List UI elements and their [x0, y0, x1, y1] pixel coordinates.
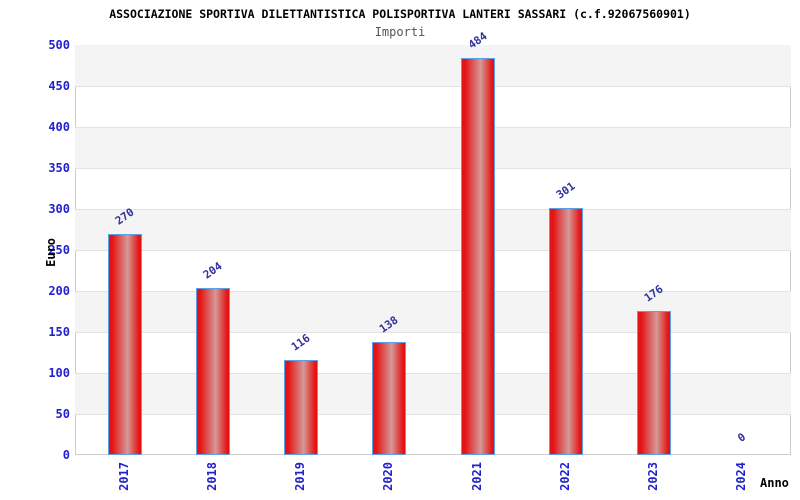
y-axis-tick-label: 100 — [48, 366, 70, 380]
x-axis-title: Anno — [760, 476, 789, 490]
x-axis-tick-label: 2023 — [645, 462, 660, 491]
y-axis-tick-label: 500 — [48, 38, 70, 52]
y-axis-tick-label: 400 — [48, 120, 70, 134]
y-axis-tick-label: 150 — [48, 325, 70, 339]
y-axis-tick-label: 250 — [48, 243, 70, 257]
gridline — [75, 250, 791, 251]
x-axis-tick-label: 2022 — [557, 462, 572, 491]
y-axis-tick-label: 350 — [48, 161, 70, 175]
bar — [460, 58, 495, 455]
bar — [108, 233, 142, 455]
chart-subtitle: Importi — [374, 25, 426, 39]
gridline — [75, 86, 791, 87]
bar — [636, 310, 671, 455]
gridline — [75, 127, 791, 128]
background-band — [75, 291, 791, 332]
bar — [284, 359, 319, 455]
bar — [372, 341, 407, 455]
background-band — [75, 127, 791, 168]
chart-title: ASSOCIAZIONE SPORTIVA DILETTANTISTICA PO… — [109, 7, 691, 21]
y-axis-tick-label: 450 — [48, 79, 70, 93]
gridline — [75, 291, 791, 292]
gridline — [75, 209, 791, 210]
bar — [196, 287, 231, 455]
y-axis-title: Euro — [44, 238, 58, 267]
gridline — [75, 168, 791, 169]
y-axis-tick-label: 200 — [48, 284, 70, 298]
x-axis-tick-label: 2018 — [205, 462, 220, 491]
background-band — [75, 209, 791, 250]
background-band — [75, 45, 791, 86]
x-axis-tick-label: 2019 — [293, 462, 308, 491]
gridline — [75, 332, 791, 333]
bar — [548, 208, 583, 455]
x-axis-tick-label: 2017 — [117, 462, 131, 491]
background-band — [75, 373, 791, 414]
y-axis-tick-label: 50 — [55, 407, 70, 421]
y-axis-tick-label: 0 — [62, 448, 70, 462]
y-axis-tick-label: 300 — [48, 202, 70, 216]
x-axis-tick-label: 2020 — [381, 462, 396, 491]
gridline — [75, 373, 791, 374]
x-axis-tick-label: 2021 — [469, 462, 484, 491]
x-axis-tick-label: 2024 — [734, 462, 748, 491]
gridline — [75, 414, 791, 415]
